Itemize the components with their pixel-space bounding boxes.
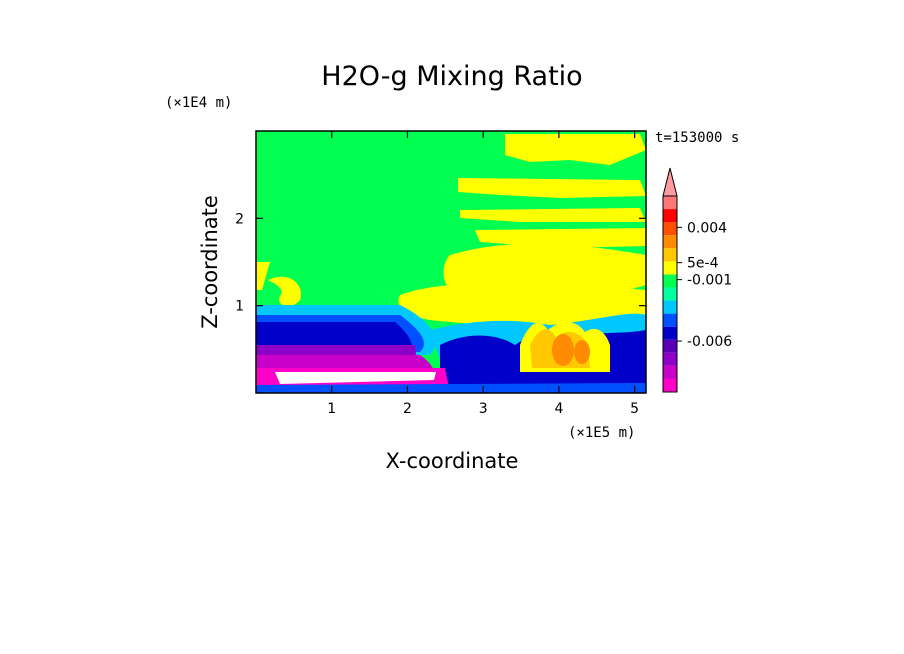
colorbar-swatch — [663, 248, 677, 262]
x-axis-label: X-coordinate — [386, 449, 519, 473]
x-tick-label: 2 — [403, 401, 412, 417]
region-upper-moist-patches — [256, 134, 646, 326]
x-tick-label: 5 — [630, 401, 639, 417]
colorbar-tick-label: 0.004 — [687, 220, 727, 236]
colorbar-swatch — [663, 326, 677, 340]
colorbar-extend-arrow — [662, 167, 678, 197]
colorbar-swatch — [663, 261, 677, 275]
colorbar: 0.004 5e-4-0.001 -0.006 — [662, 167, 732, 393]
x-tick-label: 4 — [554, 401, 563, 417]
colorbar-tick-label: -0.006 — [687, 334, 732, 350]
plot-frame — [255, 130, 647, 394]
chart-title: H2O-g Mixing Ratio — [321, 61, 582, 92]
colorbar-swatch — [663, 352, 677, 366]
x-tick-label: 3 — [479, 401, 488, 417]
colorbar-swatch — [663, 235, 677, 249]
y-tick-label: 1 — [235, 299, 244, 315]
x-tick-label: 1 — [327, 401, 336, 417]
colorbar-swatch — [663, 313, 677, 327]
colorbar-swatch — [663, 274, 677, 288]
colorbar-swatch — [663, 339, 677, 353]
colorbar-frame — [662, 195, 678, 393]
colorbar-swatch — [663, 300, 677, 314]
colorbar-swatch — [663, 287, 677, 301]
colorbar-swatch — [663, 196, 677, 210]
x-tick-group: 1 2 3 4 5 — [327, 131, 639, 417]
y-tick-label: 2 — [235, 211, 244, 227]
colorbar-tick-label: 5e-4 — [687, 256, 719, 272]
y-unit-label: (×1E4 m) — [165, 95, 232, 111]
plot-area — [256, 131, 646, 393]
colorbar-swatch — [663, 365, 677, 379]
time-label: t=153000 s — [655, 130, 739, 146]
x-unit-label: (×1E5 m) — [568, 425, 635, 441]
colorbar-swatch — [663, 222, 677, 236]
region-convective-core — [520, 322, 610, 372]
colorbar-swatch — [663, 378, 677, 392]
colorbar-swatch — [663, 209, 677, 223]
y-tick-group: 12 — [235, 211, 646, 315]
y-axis-label: Z-coordinate — [198, 195, 222, 329]
colorbar-tick-label: -0.001 — [687, 273, 732, 289]
